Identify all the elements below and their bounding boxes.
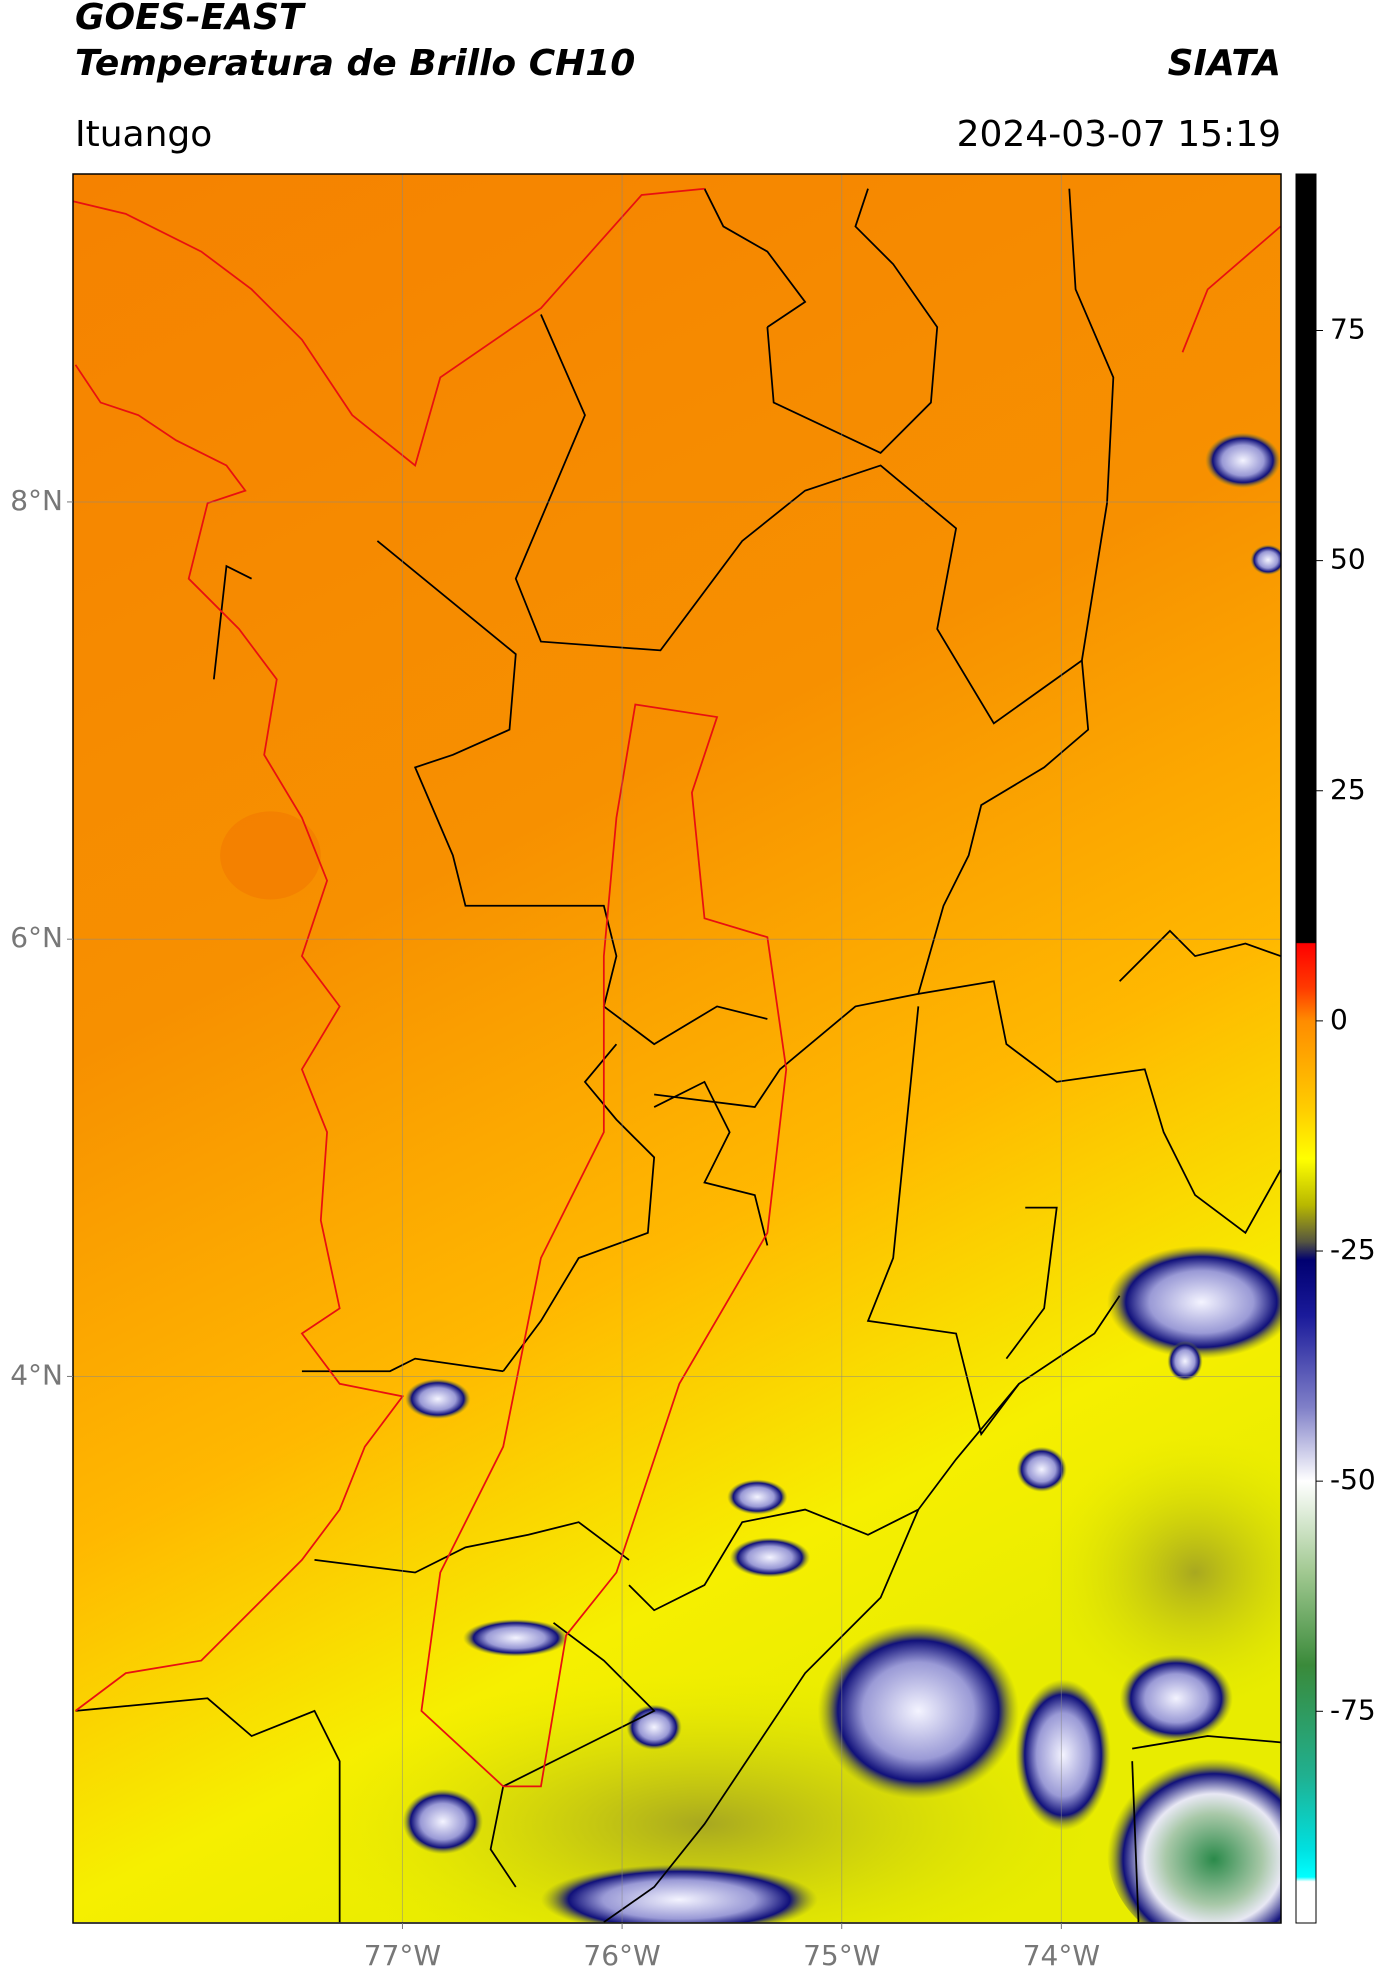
title: GOES-EAST	[75, 0, 306, 38]
map-frame	[72, 173, 1282, 1924]
y-tick-label: 8°N	[10, 484, 63, 517]
colorbar	[1295, 173, 1317, 1924]
colorbar-tick-label: -50	[1330, 1463, 1376, 1496]
x-tick-label: 76°W	[583, 1939, 660, 1972]
x-tick-label: 75°W	[803, 1939, 880, 1972]
colorbar-tick-label: 50	[1330, 543, 1366, 576]
borders	[75, 188, 1281, 1923]
coastline	[72, 187, 1281, 1788]
region: Ituango	[75, 114, 212, 155]
grid	[73, 174, 1281, 1923]
x-tick-label: 77°W	[364, 1939, 441, 1972]
subtitle: Temperatura de Brillo CH10	[75, 43, 635, 84]
warm-patch	[220, 811, 321, 900]
y-tick-label: 4°N	[10, 1358, 63, 1391]
colorbar-tick-label: 0	[1330, 1003, 1348, 1036]
colorbar-tick-label: 25	[1330, 773, 1366, 806]
y-tick-label: 6°N	[10, 921, 63, 954]
colorbar-tick-label: -75	[1330, 1693, 1376, 1726]
cold-area	[1044, 1434, 1281, 1711]
x-tick-label: 74°W	[1023, 1939, 1100, 1972]
colorbar-tick-label: 75	[1330, 312, 1366, 345]
imagery	[72, 173, 1281, 1923]
clouds	[402, 432, 1281, 1923]
colorbar-tick-label: -25	[1330, 1233, 1376, 1266]
credit: SIATA	[1168, 43, 1281, 84]
timestamp: 2024-03-07 15:19	[957, 114, 1281, 155]
